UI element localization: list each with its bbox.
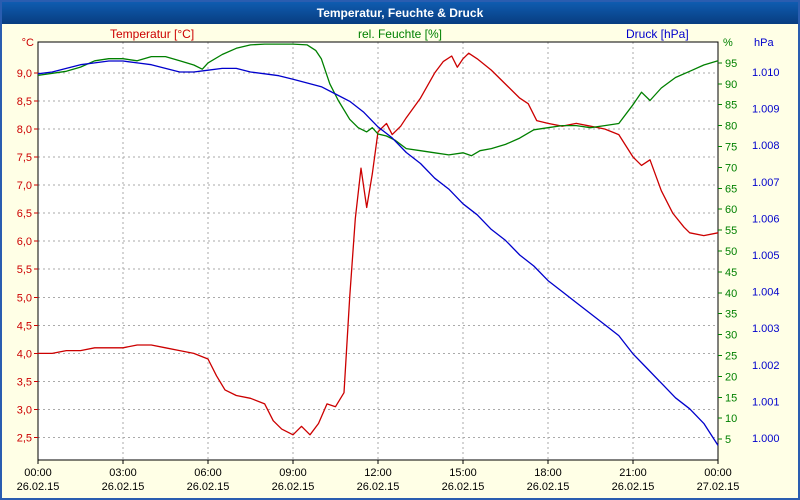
pressure-series-line: [37, 60, 719, 446]
svg-text:26.02.15: 26.02.15: [187, 481, 230, 493]
legend-humidity: rel. Feuchte [%]: [357, 27, 443, 41]
svg-text:00:00: 00:00: [704, 467, 732, 479]
svg-text:75: 75: [725, 142, 737, 154]
legend-temperature: Temperatur [°C]: [110, 27, 195, 41]
series: [37, 43, 719, 446]
svg-text:5,5: 5,5: [17, 264, 32, 276]
svg-text:00:00: 00:00: [24, 467, 52, 479]
svg-text:9,0: 9,0: [17, 68, 32, 80]
temperature-axis: 9,0 8,5 8,0 7,5 7,0 6,5 6,0 5,5 5,0 4,5 4,0 3,5 3,0 2…: [17, 68, 38, 445]
svg-text:26.02.15: 26.02.15: [357, 481, 400, 493]
window-title: Temperatur, Feuchte & Druck: [316, 6, 484, 20]
pressure-axis-unit: hPa: [754, 37, 774, 49]
svg-text:15:00: 15:00: [449, 467, 477, 479]
svg-text:26.02.15: 26.02.15: [442, 481, 485, 493]
svg-text:2,5: 2,5: [17, 433, 32, 445]
svg-text:8,5: 8,5: [17, 96, 32, 108]
svg-text:27.02.15: 27.02.15: [697, 481, 740, 493]
svg-text:70: 70: [725, 162, 737, 174]
svg-text:10: 10: [725, 413, 737, 425]
temperature-axis-unit: °C: [21, 37, 34, 49]
svg-text:1.008: 1.008: [752, 140, 780, 152]
svg-text:7,5: 7,5: [17, 152, 32, 164]
humidity-axis: 95 90 85 80 75 70 65 60 55 50 45 40 35 30 25 20 15 10 5: [718, 58, 737, 446]
svg-text:06:00: 06:00: [194, 467, 222, 479]
svg-text:1.004: 1.004: [752, 287, 780, 299]
svg-text:3,5: 3,5: [17, 376, 32, 388]
svg-text:26.02.15: 26.02.15: [612, 481, 655, 493]
svg-text:25: 25: [725, 351, 737, 363]
svg-text:95: 95: [725, 58, 737, 70]
x-axis: 00:00 26.02.15 03:00 26.02.15 06:00 26.02.15 0…: [17, 460, 740, 493]
svg-text:1.009: 1.009: [752, 104, 780, 116]
svg-text:1.000: 1.000: [752, 433, 780, 445]
svg-text:40: 40: [725, 288, 737, 300]
svg-text:60: 60: [725, 204, 737, 216]
svg-text:03:00: 03:00: [109, 467, 137, 479]
svg-text:1.003: 1.003: [752, 323, 780, 335]
svg-text:1.005: 1.005: [752, 250, 780, 262]
svg-text:65: 65: [725, 183, 737, 195]
svg-text:1.006: 1.006: [752, 213, 780, 225]
chart-canvas: 9,0 8,5 8,0 7,5 7,0 6,5 6,0 5,5 5,0 4,5 4,0 3,5 3,0 2…: [17, 41, 780, 493]
svg-text:20: 20: [725, 371, 737, 383]
svg-text:45: 45: [725, 267, 737, 279]
svg-text:3,0: 3,0: [17, 405, 32, 417]
svg-text:1.007: 1.007: [752, 177, 780, 189]
svg-text:50: 50: [725, 246, 737, 258]
svg-text:6,0: 6,0: [17, 236, 32, 248]
svg-text:4,5: 4,5: [17, 320, 32, 332]
svg-text:5,0: 5,0: [17, 292, 32, 304]
svg-text:55: 55: [725, 225, 737, 237]
svg-text:7,0: 7,0: [17, 180, 32, 192]
chart-region: Temperatur [°C] rel. Feuchte [%] Druck […: [2, 24, 798, 498]
pressure-axis: 1.010 1.009 1.008 1.007 1.006 1.005 1.004 1.003…: [752, 67, 780, 445]
svg-text:6,5: 6,5: [17, 208, 32, 220]
svg-text:26.02.15: 26.02.15: [102, 481, 145, 493]
humidity-series-line: [37, 43, 719, 157]
svg-text:5: 5: [725, 434, 731, 446]
humidity-axis-unit: %: [723, 37, 733, 49]
svg-text:8,0: 8,0: [17, 124, 32, 136]
svg-text:26.02.15: 26.02.15: [17, 481, 60, 493]
svg-text:12:00: 12:00: [364, 467, 392, 479]
svg-text:26.02.15: 26.02.15: [527, 481, 570, 493]
svg-text:80: 80: [725, 121, 737, 133]
svg-text:85: 85: [725, 100, 737, 112]
legend-pressure: Druck [hPa]: [626, 27, 689, 41]
svg-text:4,0: 4,0: [17, 348, 32, 360]
svg-text:30: 30: [725, 330, 737, 342]
plot-background: [38, 42, 718, 460]
svg-text:26.02.15: 26.02.15: [272, 481, 315, 493]
svg-text:1.002: 1.002: [752, 360, 780, 372]
svg-text:1.010: 1.010: [752, 67, 780, 79]
window-titlebar: Temperatur, Feuchte & Druck: [2, 2, 798, 24]
svg-text:21:00: 21:00: [619, 467, 647, 479]
svg-text:15: 15: [725, 392, 737, 404]
svg-text:18:00: 18:00: [534, 467, 562, 479]
svg-text:90: 90: [725, 79, 737, 91]
svg-text:35: 35: [725, 309, 737, 321]
svg-text:09:00: 09:00: [279, 467, 307, 479]
svg-text:1.001: 1.001: [752, 396, 780, 408]
